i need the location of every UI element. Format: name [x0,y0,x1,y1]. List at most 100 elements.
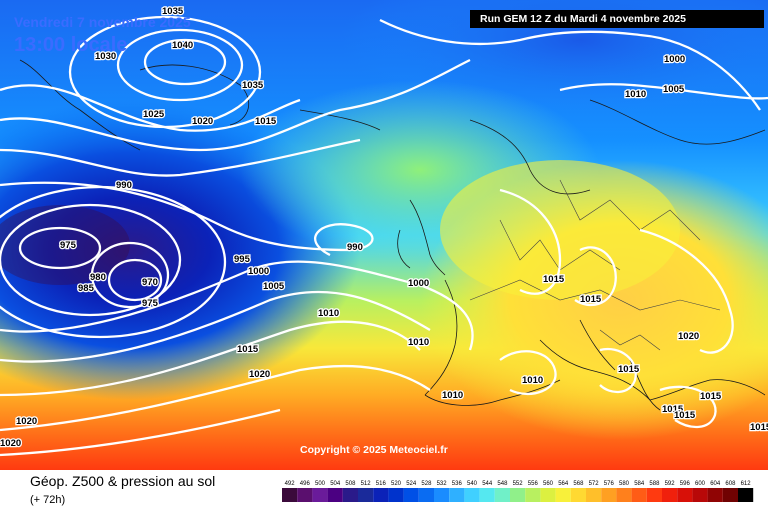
isobar-label: 995 [234,254,251,265]
legend-swatch [662,488,678,502]
legend-swatch [434,488,450,502]
legend-tick-label: 520 [391,481,402,487]
legend-tick-label: 492 [285,481,296,487]
legend-swatch [692,488,708,502]
legend-tick-label: 508 [345,481,356,487]
legend-tick-label: 536 [452,481,463,487]
legend-swatch [327,488,343,502]
legend-swatch [297,488,313,502]
legend-tick-label: 592 [665,481,676,487]
legend-swatch [479,488,495,502]
legend-swatch [738,488,754,502]
legend-tick-label: 528 [421,481,432,487]
legend-swatch [358,488,374,502]
isobar-label: 1000 [408,278,429,289]
legend-tick-label: 608 [725,481,736,487]
isobar-label: 1005 [263,281,285,292]
legend-tick-label: 568 [573,481,584,487]
legend-swatch [677,488,693,502]
isobar-label: 990 [347,242,363,253]
isobar-label: 1020 [0,438,21,449]
legend-tick-label: 556 [528,481,539,487]
isobar-label: 1015 [543,274,565,285]
legend-swatch [282,488,298,502]
isobar-label: 1020 [192,116,213,127]
isobar-label: 1000 [248,266,269,277]
legend-tick-label: 576 [604,481,615,487]
isobar-label: 1020 [16,416,37,427]
legend-swatch [312,488,328,502]
legend-swatch [555,488,571,502]
isobar-label: 1015 [750,422,768,433]
legend-tick-label: 564 [558,481,569,487]
valid-time: 13:00 locale [14,34,128,56]
legend-tick-label: 532 [437,481,448,487]
isobar-label: 1030 [95,51,116,62]
run-info: Run GEM 12 Z du Mardi 4 novembre 2025 [470,10,764,28]
legend-tick-label: 500 [315,481,326,487]
isobar-label: 970 [142,277,158,288]
legend-swatch [646,488,662,502]
weather-map: 1035 1040 1030 1035 1025 1020 1015 990 9… [0,0,768,470]
legend-tick-label: 516 [376,481,387,487]
isobar-label: 1015 [255,116,277,127]
isobar-label: 1010 [408,337,429,348]
legend-tick-label: 544 [482,481,493,487]
isobar-label: 1020 [678,331,699,342]
legend-tick-label: 548 [497,481,508,487]
legend-tick-label: 560 [543,481,554,487]
legend-swatch [525,488,541,502]
isobar-label: 1005 [663,84,685,95]
isobar-label: 975 [142,298,159,309]
legend-swatch [373,488,389,502]
legend-tick-label: 572 [589,481,600,487]
isobar-label: 1010 [318,308,339,319]
legend-tick-label: 604 [710,481,721,487]
legend-tick-label: 600 [695,481,706,487]
legend-swatch [722,488,738,502]
isobar-label: 990 [116,180,132,191]
legend-swatch [342,488,358,502]
legend-tick-label: 552 [513,481,524,487]
legend-swatch [707,488,723,502]
footer: Géop. Z500 & pression au sol (+ 72h) 492… [0,470,768,512]
legend-tick-label: 584 [634,481,645,487]
copyright: Copyright © 2025 Meteociel.fr [300,444,448,456]
legend-swatch [388,488,404,502]
legend-swatch [616,488,632,502]
isobar-label: 1015 [618,364,640,375]
legend-swatch [631,488,647,502]
isobar-label: 1015 [580,294,602,305]
legend-swatch [449,488,465,502]
legend-swatch [570,488,586,502]
legend-tick-label: 524 [406,481,417,487]
isobar-label: 1000 [664,54,685,65]
legend-swatch [510,488,526,502]
legend-swatch [418,488,434,502]
isobar-label: 1010 [522,375,543,386]
isobar-label: 1025 [143,109,165,120]
legend-swatch [540,488,556,502]
isobar-label: 985 [78,283,95,294]
isobar-label: 1010 [442,390,463,401]
isobar-label: 1020 [249,369,270,380]
legend-tick-label: 612 [741,481,752,487]
isobar-label: 1035 [162,6,184,17]
isobar-label: 1010 [625,89,646,100]
legend-tick-label: 512 [361,481,372,487]
legend-swatch [464,488,480,502]
map-title: Géop. Z500 & pression au sol [30,473,216,489]
legend-tick-label: 596 [680,481,691,487]
isobar-label: 980 [90,272,106,283]
isobar-label: 1040 [172,40,193,51]
legend-tick-label: 580 [619,481,630,487]
isobar-label: 1015 [700,391,722,402]
legend-tick-label: 496 [300,481,311,487]
legend-swatch [403,488,419,502]
isobar-label: 1015 [674,410,696,421]
legend-swatch [601,488,617,502]
legend-tick-label: 504 [330,481,341,487]
isobar-label: 975 [60,240,77,251]
legend-tick-label: 588 [649,481,660,487]
isobar-label: 1035 [242,80,264,91]
